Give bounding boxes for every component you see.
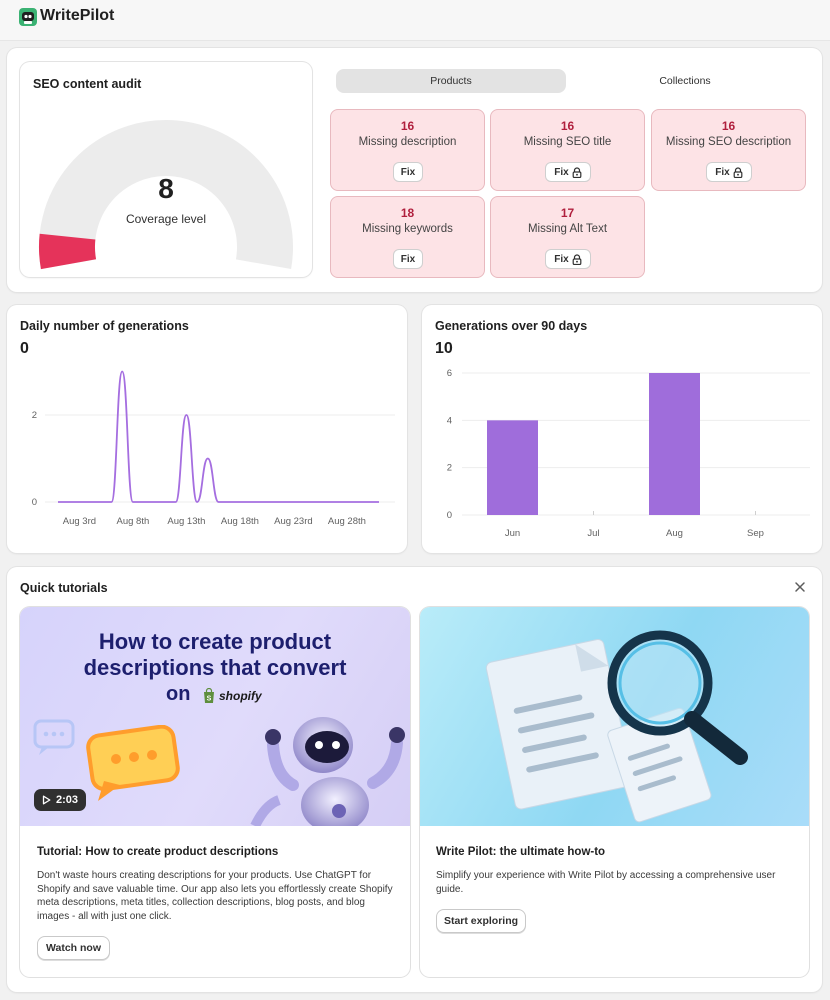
x-tick-label: Aug 18th [221,516,259,527]
chat-bubble-small-icon [33,719,75,755]
fix-label: Fix [554,166,569,178]
fix-seo-description-button[interactable]: Fix [706,162,752,182]
tab-products[interactable]: Products [336,69,566,93]
app-title: WritePilot [40,7,115,24]
tutorial-description: Don't waste hours creating descriptions … [37,870,393,922]
metric-label: Missing SEO description [665,136,792,148]
shopify-bag-icon: S [204,688,214,703]
top-bar: WritePilot [0,0,830,41]
coverage-value: 8 [158,173,174,204]
y-tick-label: 4 [447,415,452,426]
fix-label: Fix [554,253,569,265]
fix-alt-text-button[interactable]: Fix [545,249,591,269]
daily-title: Daily number of generations [20,319,189,333]
banner-on: on [166,683,191,705]
daily-series-line [58,370,379,503]
x-tick-label: Aug 8th [117,516,150,527]
play-icon [42,795,51,805]
lock-icon [733,166,743,178]
metric-missing-description: 16 Missing description Fix [330,109,485,191]
writepilot-logo-icon [19,8,37,26]
tab-collections[interactable]: Collections [659,75,711,87]
robot-illustration [250,717,405,826]
svg-text:S: S [207,696,212,703]
chat-bubble-large-icon [86,725,180,801]
fix-label: Fix [715,166,730,178]
tutorial-banner[interactable]: How to create product descriptions that … [20,607,410,826]
tutorials-title: Quick tutorials [20,581,108,595]
metric-count: 16 [721,119,736,133]
ninety-total: 10 [435,340,453,357]
ninety-day-card: Generations over 90 days 10 0 2 4 6 Jun Jul Au… [422,305,822,553]
bar-jun[interactable] [487,420,538,515]
metric-label: Missing description [358,136,457,148]
tutorial-description: Simplify your experience with Write Pilo… [436,870,776,895]
close-icon[interactable] [794,581,806,593]
metric-count: 16 [560,119,575,133]
lock-icon [572,253,582,265]
x-tick-label: Aug 13th [167,516,205,527]
metric-count: 17 [560,206,575,220]
bar-aug[interactable] [649,373,700,515]
fix-seo-title-button[interactable]: Fix [545,162,591,182]
banner-heading-line1: How to create product [98,629,332,654]
x-tick-label: Jun [505,528,520,539]
metric-missing-seo-title: 16 Missing SEO title Fix [490,109,645,191]
ninety-title: Generations over 90 days [435,319,588,333]
video-duration-badge[interactable]: 2:03 [34,789,86,811]
x-tick-label: Aug 23rd [274,516,313,527]
metric-count: 18 [400,206,415,220]
coverage-label: Coverage level [125,212,207,226]
fix-label: Fix [400,253,416,265]
document-magnifier-illustration [485,630,748,823]
fix-description-button[interactable]: Fix [393,162,423,182]
banner-brand: shopify [219,689,262,703]
lock-icon [572,166,582,178]
metric-missing-seo-description: 16 Missing SEO description Fix [651,109,806,191]
daily-generations-card: Daily number of generations 0 0 2 Aug 3rd A… [7,305,407,553]
shopify-logo: S shopify [202,687,264,705]
tutorial-banner-docs[interactable] [420,607,809,826]
watch-now-button[interactable]: Watch now [37,936,110,960]
y-tick-label: 0 [447,510,452,521]
y-tick-label: 2 [32,410,37,421]
metric-label: Missing Alt Text [527,223,608,235]
y-tick-label: 2 [447,463,452,474]
coverage-gauge [39,120,293,270]
video-duration: 2:03 [55,794,79,806]
metric-count: 16 [400,119,415,133]
daily-line-chart: 0 2 Aug 3rd Aug 8th Aug 13th Aug 18th Aug 23rd… [32,370,395,527]
y-tick-label: 6 [447,368,452,379]
x-tick-label: Sep [747,528,764,539]
banner-heading-line2: descriptions that convert [83,655,347,680]
tutorial-card-how-to: Write Pilot: the ultimate how-to Simplif… [420,607,809,977]
x-tick-label: Jul [587,528,599,539]
tutorial-title: Write Pilot: the ultimate how-to [436,846,606,858]
tutorial-title: Tutorial: How to create product descript… [37,846,279,858]
x-tick-label: Aug 28th [328,516,366,527]
seo-audit-gauge-card: SEO content audit 8 Coverage level [20,62,312,277]
y-tick-label: 0 [32,497,37,508]
metric-missing-alt-text: 17 Missing Alt Text Fix [490,196,645,278]
metric-label: Missing SEO title [523,136,612,148]
fix-label: Fix [400,166,416,178]
fix-keywords-button[interactable]: Fix [393,249,423,269]
start-exploring-button[interactable]: Start exploring [436,909,526,933]
x-tick-label: Aug 3rd [63,516,96,527]
metric-missing-keywords: 18 Missing keywords Fix [330,196,485,278]
x-tick-label: Aug [666,528,683,539]
daily-total: 0 [20,340,29,357]
ninety-bar-chart: 0 2 4 6 Jun Jul Aug Sep [447,368,810,539]
tutorial-card-product-descriptions: How to create product descriptions that … [20,607,410,977]
metric-label: Missing keywords [362,223,453,235]
seo-audit-title: SEO content audit [33,77,142,91]
